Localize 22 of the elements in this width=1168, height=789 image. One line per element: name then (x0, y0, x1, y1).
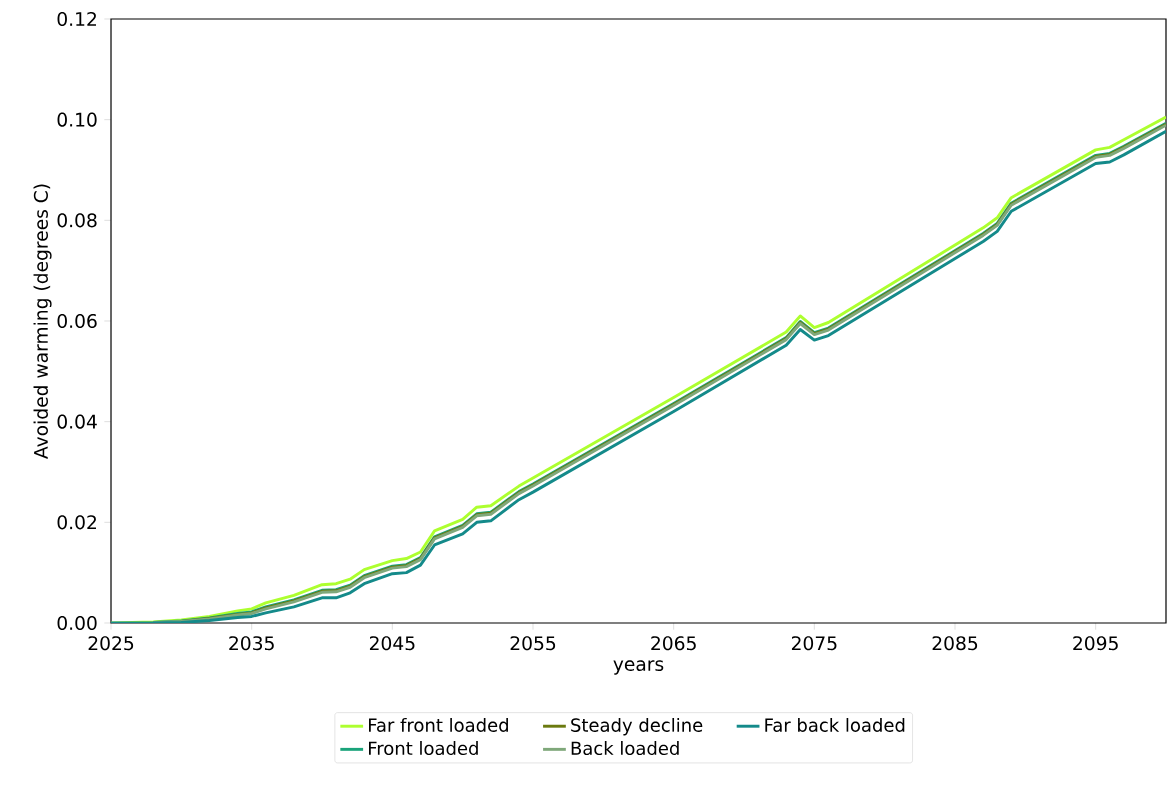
legend-label: Far back loaded (765, 717, 905, 732)
y-tick-label: 0.06 (57, 313, 97, 329)
legend-label: Far front loaded (369, 717, 508, 732)
y-tick-label: 0.10 (57, 112, 97, 127)
legend-label: Steady decline (571, 717, 703, 736)
x-tick-label: 2045 (369, 636, 415, 651)
x-tick-label: 2055 (510, 636, 556, 651)
x-tick-label: 2065 (651, 636, 696, 651)
legend-label: Front loaded (369, 741, 478, 756)
x-tick-label: 2095 (1073, 636, 1118, 651)
x-tick-label: 2025 (88, 636, 134, 651)
legend-label: Back loaded (571, 741, 679, 756)
x-axis-title: years (613, 660, 664, 675)
x-tick-label: 2085 (932, 636, 978, 651)
y-tick-label: 0.12 (57, 11, 96, 27)
y-tick-label: 0.02 (57, 515, 96, 530)
y-tick-label: 0.08 (57, 213, 97, 228)
x-tick-label: 2035 (229, 636, 274, 651)
y-axis-title: Avoided warming (degrees C) (33, 184, 52, 459)
x-tick-label: 2075 (791, 636, 837, 651)
y-tick-label: 0.04 (57, 414, 97, 429)
y-tick-label: 0.00 (57, 615, 97, 631)
